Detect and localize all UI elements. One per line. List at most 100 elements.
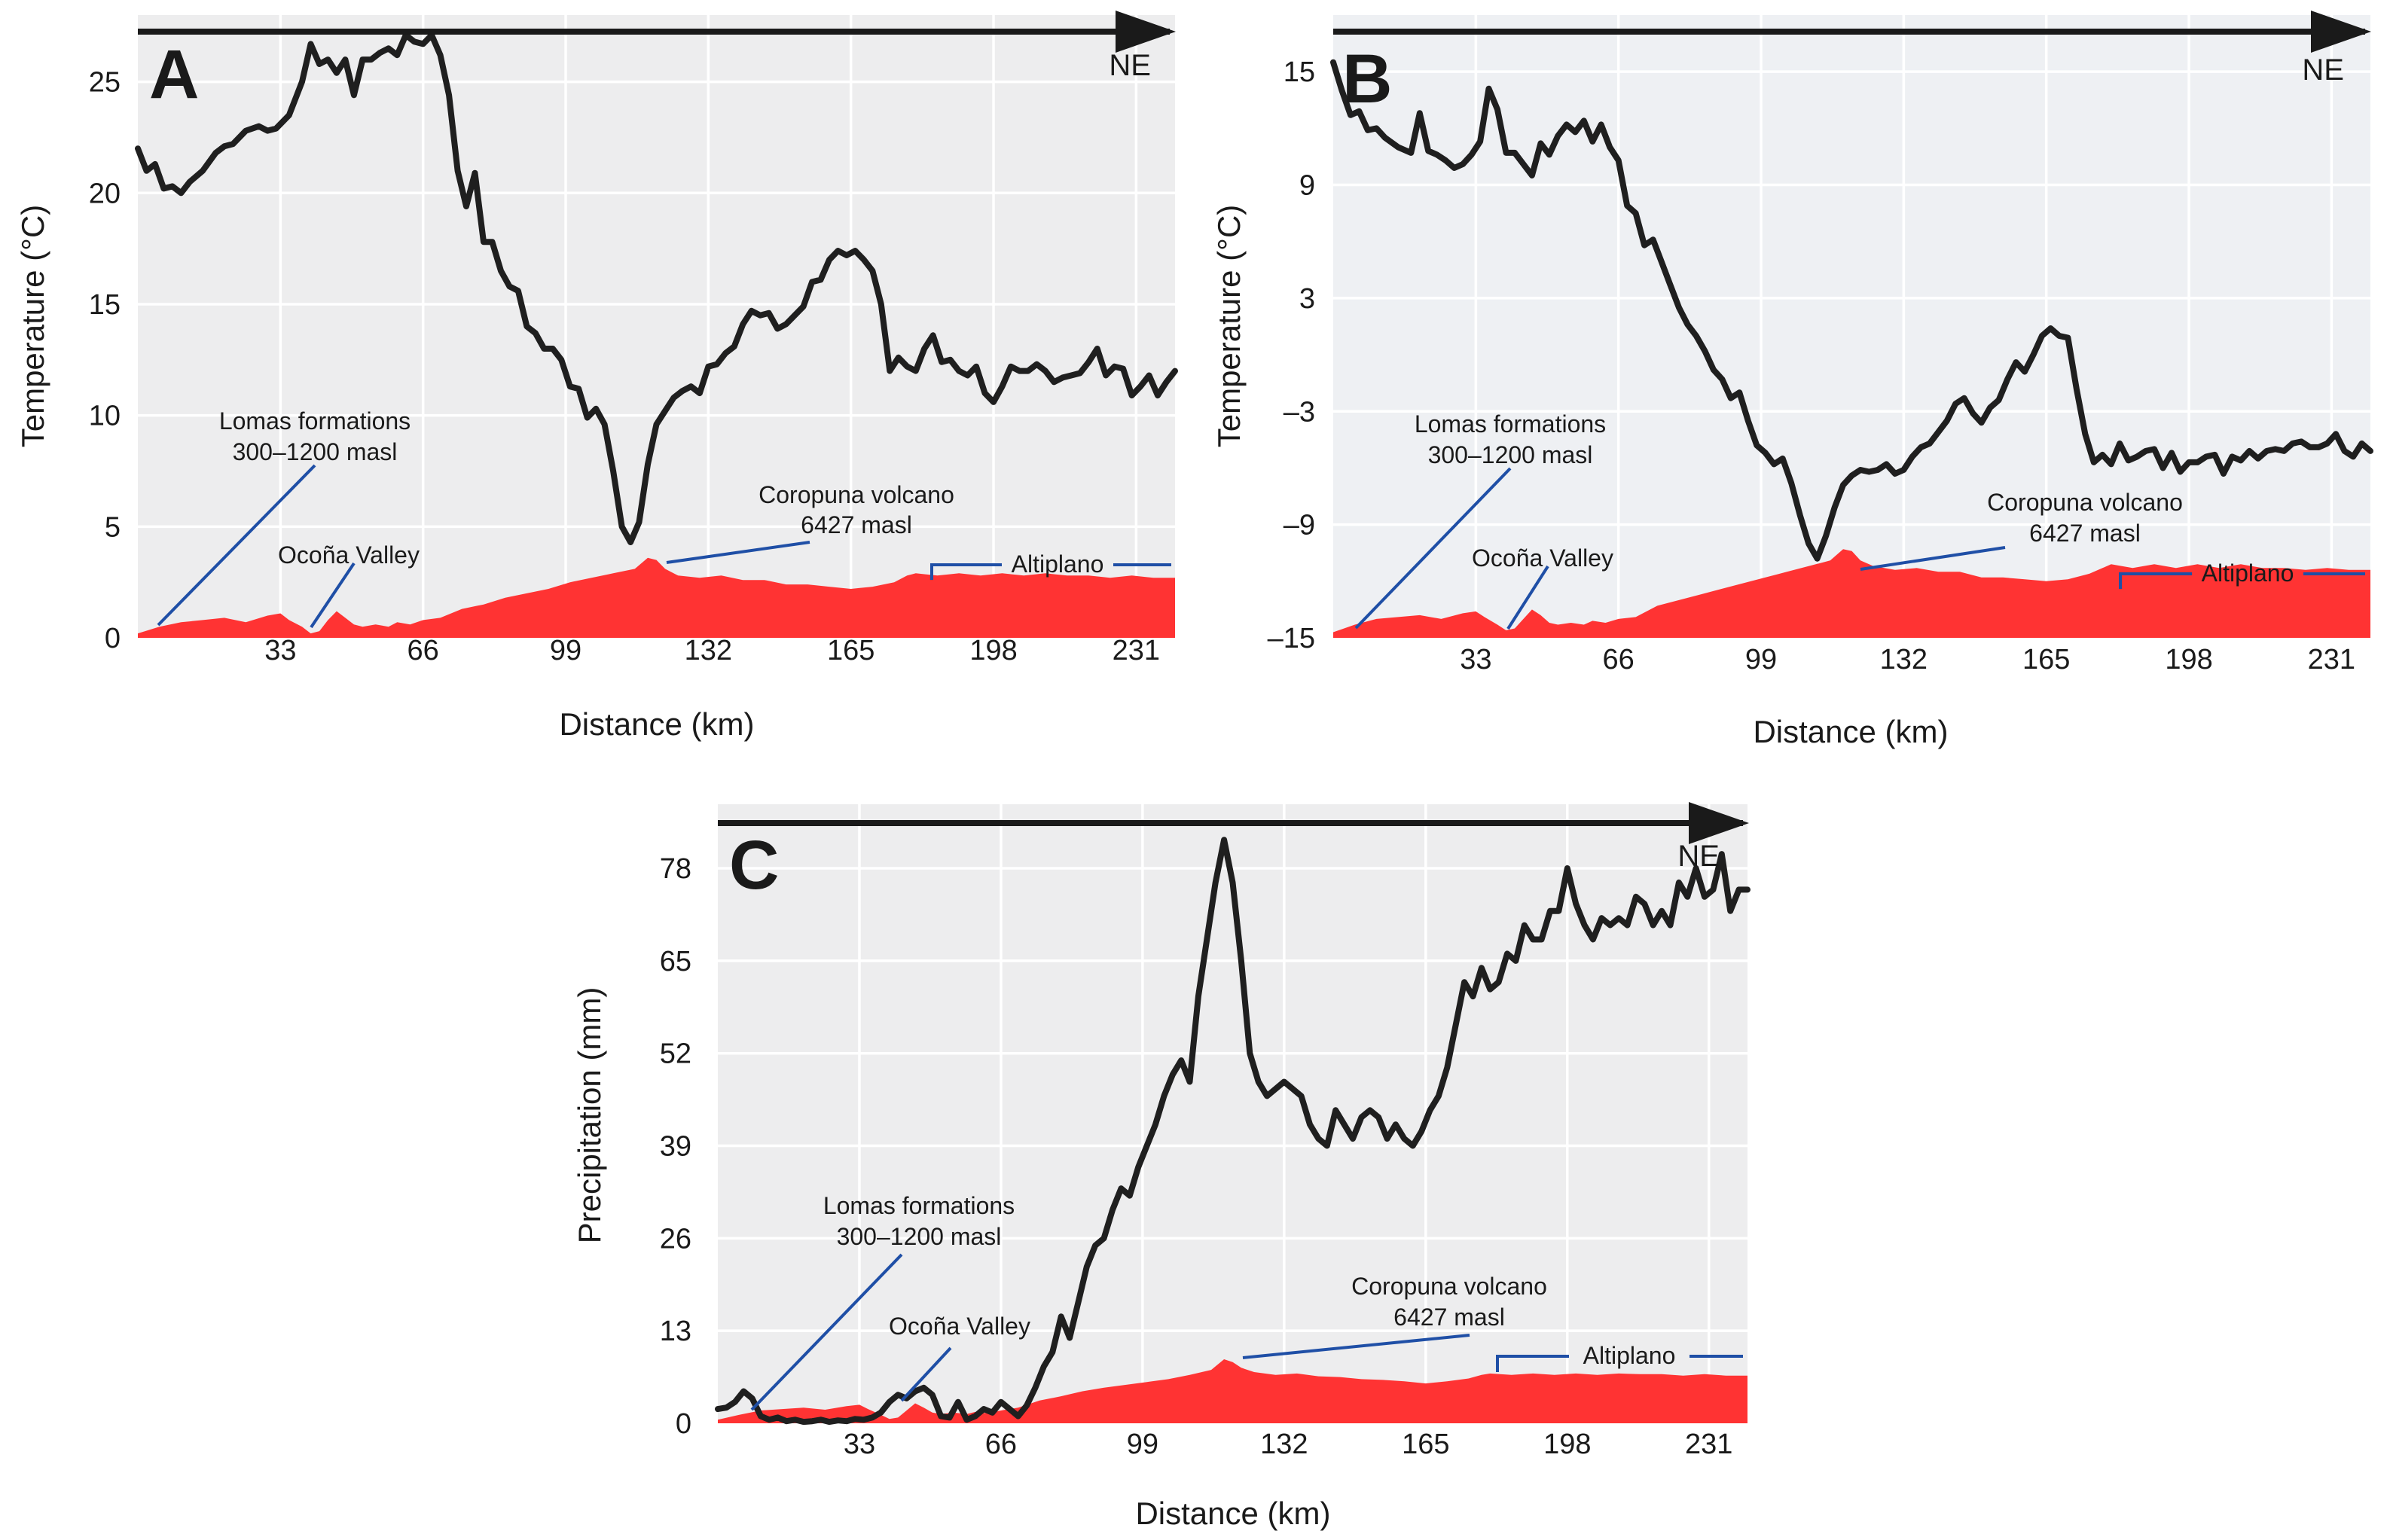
y-axis-label: Temperature (°C) bbox=[1211, 205, 1247, 448]
x-tick-label: 198 bbox=[969, 635, 1017, 666]
temperature-line bbox=[1330, 59, 2373, 562]
ocona-leader bbox=[1506, 565, 1549, 630]
x-tick-label: 66 bbox=[407, 635, 439, 666]
panel-c: NE C 0 13 26 39 52 65 78 33 66 99 132 165 198 231 Di… bbox=[572, 802, 1751, 1531]
x-tick-label: 99 bbox=[550, 635, 581, 666]
y-tick-label: 26 bbox=[660, 1223, 691, 1255]
ocona-label: Ocoña Valley bbox=[1472, 544, 1613, 572]
x-tick-labels: 33 66 99 132 165 198 231 bbox=[264, 635, 1160, 666]
y-axis-label: Temperature (°C) bbox=[15, 205, 50, 448]
panel-a: NE A 0 5 10 15 20 25 33 66 99 132 165 198 231 Dista… bbox=[15, 11, 1178, 742]
ne-label: NE bbox=[1677, 840, 1720, 873]
y-tick-label: 52 bbox=[660, 1038, 691, 1070]
x-tick-label: 132 bbox=[1880, 644, 1928, 675]
y-tick-label: 0 bbox=[676, 1408, 691, 1440]
y-tick-label: –3 bbox=[1284, 396, 1315, 428]
panel-b: NE B –15 –9 –3 3 9 15 33 66 99 132 165 198 231 Dist… bbox=[1211, 11, 2373, 749]
x-tick-label: 165 bbox=[827, 635, 875, 666]
coropuna-leader bbox=[666, 541, 810, 564]
panel-letter: A bbox=[149, 36, 199, 113]
x-tick-label: 33 bbox=[1460, 644, 1491, 675]
x-axis-label: Distance (km) bbox=[559, 706, 754, 742]
terrain-area bbox=[718, 1359, 1747, 1423]
x-tick-labels: 33 66 99 132 165 198 231 bbox=[1460, 644, 2355, 675]
x-axis-label: Distance (km) bbox=[1753, 714, 1948, 749]
panel-letter: B bbox=[1342, 41, 1392, 117]
y-tick-label: 39 bbox=[660, 1131, 691, 1163]
x-tick-label: 231 bbox=[2308, 644, 2355, 675]
coropuna-label-line2: 6427 masl bbox=[801, 511, 912, 538]
altiplano-leader bbox=[930, 563, 1171, 580]
x-tick-label: 33 bbox=[844, 1429, 875, 1460]
x-tick-label: 231 bbox=[1685, 1429, 1732, 1460]
coropuna-leader bbox=[1860, 546, 2006, 571]
altiplano-leader bbox=[2119, 572, 2365, 589]
y-tick-labels: 0 13 26 39 52 65 78 bbox=[660, 853, 691, 1440]
x-tick-label: 33 bbox=[264, 635, 296, 666]
lomas-leader bbox=[1354, 467, 1512, 630]
lomas-label-line1: Lomas formations bbox=[823, 1192, 1015, 1219]
y-tick-label: 15 bbox=[1284, 56, 1315, 88]
lomas-label-line2: 300–1200 masl bbox=[1428, 441, 1593, 468]
lomas-leader bbox=[750, 1253, 903, 1411]
y-tick-label: 10 bbox=[89, 401, 121, 432]
x-tick-label: 66 bbox=[1603, 644, 1635, 675]
altiplano-label: Altiplano bbox=[1583, 1342, 1676, 1369]
coropuna-leader bbox=[1242, 1334, 1470, 1359]
x-tick-label: 132 bbox=[685, 635, 732, 666]
terrain-area bbox=[1333, 549, 2370, 638]
x-tick-label: 165 bbox=[2022, 644, 2070, 675]
lomas-label-line1: Lomas formations bbox=[1415, 410, 1606, 438]
y-tick-label: 15 bbox=[89, 289, 121, 321]
y-tick-label: 9 bbox=[1299, 170, 1315, 202]
plot-background bbox=[138, 15, 1175, 638]
y-tick-label: –15 bbox=[1268, 623, 1315, 654]
ocona-label: Ocoña Valley bbox=[278, 541, 420, 569]
annotations: Lomas formations 300–1200 masl Ocoña Val… bbox=[750, 1192, 1743, 1411]
x-tick-label: 99 bbox=[1127, 1429, 1158, 1460]
x-tick-label: 66 bbox=[985, 1429, 1017, 1460]
lomas-leader bbox=[157, 464, 316, 627]
coropuna-label-line1: Coropuna volcano bbox=[1351, 1273, 1547, 1300]
y-axis-label: Precipitation (mm) bbox=[572, 987, 607, 1244]
y-tick-label: 13 bbox=[660, 1316, 691, 1347]
precipitation-line bbox=[715, 837, 1751, 1426]
lomas-label-line2: 300–1200 masl bbox=[233, 438, 398, 465]
x-tick-label: 99 bbox=[1745, 644, 1777, 675]
x-tick-label: 165 bbox=[1402, 1429, 1449, 1460]
ne-label: NE bbox=[2302, 53, 2344, 87]
x-tick-label: 132 bbox=[1260, 1429, 1308, 1460]
annotations: Lomas formations 300–1200 masl Ocoña Val… bbox=[157, 407, 1171, 629]
x-tick-label: 231 bbox=[1113, 635, 1160, 666]
x-tick-labels: 33 66 99 132 165 198 231 bbox=[844, 1429, 1733, 1460]
altiplano-label: Altiplano bbox=[1012, 550, 1104, 578]
y-tick-label: 25 bbox=[89, 67, 121, 99]
annotations: Lomas formations 300–1200 masl Ocoña Val… bbox=[1354, 410, 2365, 630]
y-tick-label: 20 bbox=[89, 178, 121, 209]
terrain-area bbox=[138, 557, 1175, 638]
ocona-leader bbox=[900, 1346, 952, 1402]
y-tick-label: 78 bbox=[660, 853, 691, 885]
y-tick-label: –9 bbox=[1284, 510, 1315, 541]
coropuna-label-line2: 6427 masl bbox=[2029, 520, 2141, 547]
x-tick-label: 198 bbox=[1543, 1429, 1591, 1460]
y-tick-labels: –15 –9 –3 3 9 15 bbox=[1268, 56, 1315, 654]
temperature-line bbox=[135, 32, 1178, 545]
altiplano-leader bbox=[1496, 1355, 1743, 1372]
coropuna-label-line1: Coropuna volcano bbox=[759, 481, 954, 508]
lomas-label-line1: Lomas formations bbox=[219, 407, 411, 435]
lomas-label-line2: 300–1200 masl bbox=[837, 1223, 1002, 1250]
altiplano-label: Altiplano bbox=[2202, 560, 2294, 587]
y-tick-label: 65 bbox=[660, 946, 691, 977]
coropuna-label-line2: 6427 masl bbox=[1393, 1304, 1505, 1331]
panel-letter: C bbox=[729, 827, 779, 904]
x-tick-label: 198 bbox=[2165, 644, 2212, 675]
x-axis-label: Distance (km) bbox=[1135, 1496, 1330, 1531]
y-tick-label: 0 bbox=[105, 623, 121, 654]
y-tick-label: 3 bbox=[1299, 283, 1315, 315]
y-tick-labels: 0 5 10 15 20 25 bbox=[89, 67, 121, 654]
coropuna-label-line1: Coropuna volcano bbox=[1987, 489, 2183, 516]
ne-label: NE bbox=[1109, 49, 1151, 82]
plot-background bbox=[1333, 15, 2370, 638]
